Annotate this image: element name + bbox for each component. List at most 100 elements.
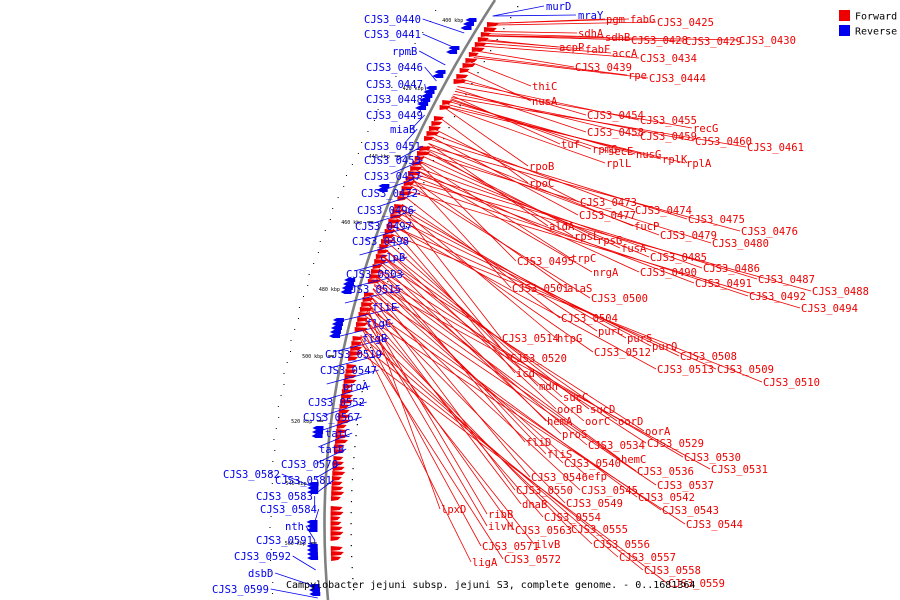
minor-tick: [268, 538, 270, 539]
gene-label-cjs3-0509: CJS3_0509: [717, 364, 774, 376]
gene-label-rpoc: rpoC: [529, 178, 554, 190]
forward-gene-arrow: [355, 322, 368, 327]
gene-label-ilvb: ilvB: [535, 539, 560, 551]
gene-label-rpmb: rpmB: [392, 46, 417, 58]
gene-label-cjs3-0476: CJS3_0476: [741, 226, 798, 238]
callout-line: [374, 283, 711, 470]
gene-label-pros: proS: [562, 429, 587, 441]
minor-tick: [270, 494, 272, 495]
forward-gene-arrow: [399, 191, 413, 196]
gene-label-cjs3-0475: CJS3_0475: [688, 214, 745, 226]
gene-label-cjs3-0487: CJS3_0487: [758, 274, 815, 286]
gene-label-alas: alaS: [567, 283, 592, 295]
gene-label-cjs3-0519: CJS3_0519: [325, 349, 382, 361]
gene-label-flie: fliE: [372, 302, 397, 314]
forward-gene-arrow: [333, 456, 344, 461]
callout-line: [318, 432, 353, 448]
gene-label-cjs3-0546: CJS3_0546: [531, 472, 588, 484]
minor-tick: [354, 446, 356, 448]
forward-gene-arrow: [401, 186, 414, 191]
gene-label-lpxd: lpxD: [441, 504, 466, 516]
gene-label-cjs3-0491: CJS3_0491: [695, 278, 752, 290]
gene-label-cjs3-0514: CJS3_0514: [502, 333, 559, 345]
gene-label-acpp: acpP: [559, 42, 584, 54]
gene-label-cjs3-0428: CJS3_0428: [631, 35, 688, 47]
callout-line: [411, 114, 425, 130]
scale-tick-label: 520 kbp: [291, 419, 312, 425]
callout-line: [428, 143, 634, 227]
scale-tick-label: 500 kbp: [302, 354, 323, 360]
callout-line: [393, 225, 717, 370]
callout-line: [424, 66, 437, 82]
reverse-gene-arrow: [376, 188, 388, 192]
callout-line: [373, 285, 637, 472]
gene-label-cjs3-0492: CJS3_0492: [749, 291, 806, 303]
gene-label-cjs3-0444: CJS3_0444: [649, 73, 706, 85]
forward-gene-arrow: [384, 229, 396, 234]
gene-label-cjs3-0591: CJS3_0591: [256, 535, 313, 547]
forward-gene-arrow: [335, 439, 349, 444]
callout-line: [400, 208, 557, 339]
callout-line: [486, 35, 739, 41]
gene-label-cjs3-0488: CJS3_0488: [812, 286, 869, 298]
callout-line: [423, 152, 712, 244]
gene-label-rpll: rplL: [606, 158, 631, 170]
gene-label-purq: purQ: [652, 341, 677, 353]
minor-tick: [272, 582, 274, 583]
gene-label-cjs3-0558: CJS3_0558: [644, 565, 701, 577]
callout-line: [397, 216, 594, 353]
gene-label-cjs3-0543: CJS3_0543: [662, 505, 719, 517]
minor-tick: [361, 391, 363, 393]
gene-label-murd: murD: [546, 1, 571, 13]
gene-label-rpsg: rpsG: [597, 235, 622, 247]
callout-line: [413, 176, 695, 284]
minor-tick: [268, 505, 270, 506]
gene-label-cjs3-0497: CJS3_0497: [355, 221, 412, 233]
gene-labels: CJS3_0440 CJS3_0441 rpmB CJS3_0446 CJS3_0447…: [212, 1, 869, 596]
minor-tick: [423, 182, 425, 184]
gene-label-cjs3-0571: CJS3_0571: [482, 541, 539, 553]
forward-gene-arrow: [370, 269, 382, 274]
minor-tick: [351, 556, 353, 558]
gene-label-cjs3-0547: CJS3_0547: [320, 365, 377, 377]
callout-line: [494, 18, 630, 24]
callout-line: [482, 42, 612, 54]
forward-gene-arrow: [331, 476, 342, 481]
gene-label-sece: secE: [608, 146, 633, 158]
minor-tick: [384, 98, 386, 99]
forward-gene-arrow: [344, 374, 357, 379]
gene-label-rplk: rplK: [662, 154, 688, 166]
callout-line: [362, 327, 535, 545]
reverse-gene-arrow: [342, 282, 354, 286]
reverse-gene-arrow: [415, 106, 427, 110]
gene-label-cjs3-0461: CJS3_0461: [747, 142, 804, 154]
callout-line: [372, 288, 531, 478]
gene-label-dsbd: dsbD: [248, 568, 273, 580]
minor-tick: [271, 483, 273, 484]
gene-label-cjs3-0529: CJS3_0529: [647, 438, 704, 450]
scale-tick-label: 560 kbp: [285, 541, 306, 547]
gene-label-sdhb: sdhB: [605, 32, 630, 44]
callout-line: [486, 35, 685, 42]
gene-label-cjs3-0490: CJS3_0490: [640, 267, 697, 279]
callout-line: [425, 148, 574, 237]
gene-label-cjs3-0495: CJS3_0495: [517, 256, 574, 268]
minor-tick: [380, 303, 383, 305]
forward-gene-arrow: [334, 449, 346, 454]
callout-line: [457, 86, 693, 129]
gene-label-cjs3-0510: CJS3_0510: [763, 377, 820, 389]
minor-tick: [273, 439, 275, 440]
forward-gene-arrow: [332, 466, 345, 471]
callout-line: [368, 303, 566, 504]
gene-label-cjs3-0540: CJS3_0540: [564, 458, 621, 470]
minor-tick: [269, 571, 271, 572]
callout-line: [315, 463, 340, 479]
minor-tick: [361, 142, 363, 143]
gene-label-cjs3-0454: CJS3_0454: [587, 110, 644, 122]
minor-tick: [477, 72, 479, 74]
minor-tick: [337, 197, 339, 198]
gene-label-cjs3-0570: CJS3_0570: [281, 459, 338, 471]
forward-gene-arrow: [330, 526, 343, 531]
forward-gene-arrow: [483, 27, 497, 32]
reverse-gene-arrow: [330, 326, 342, 330]
